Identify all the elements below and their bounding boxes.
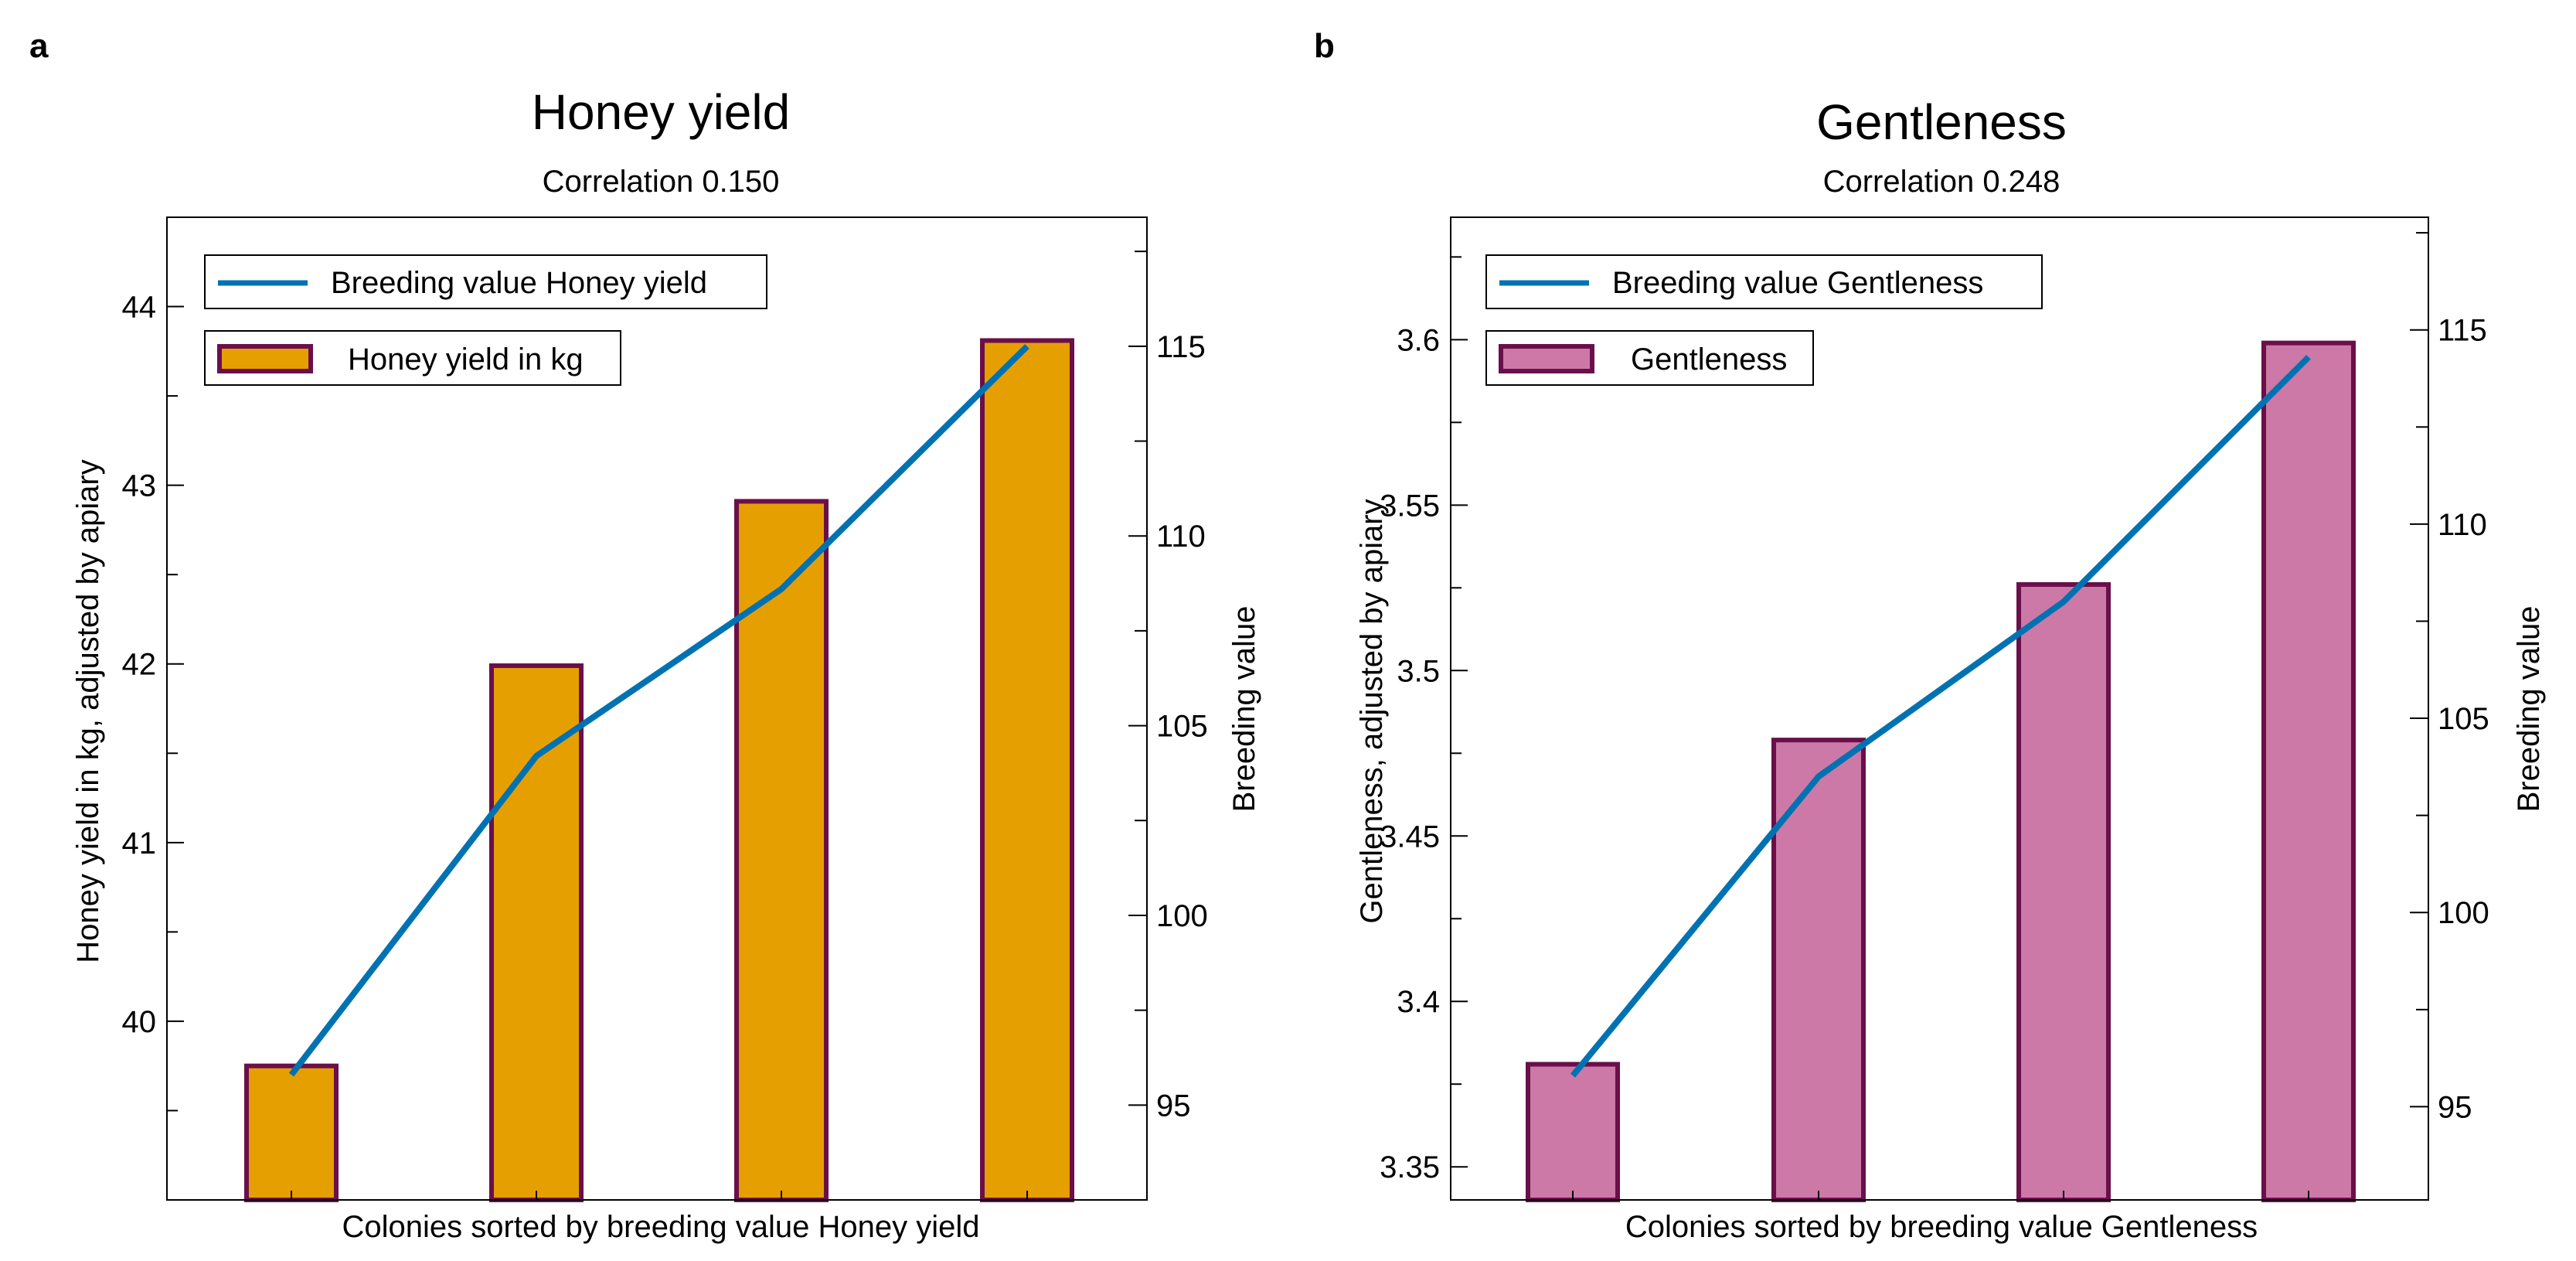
y2-tick-label: 105 bbox=[2438, 702, 2489, 736]
y-tick-label: 43 bbox=[122, 469, 157, 503]
y-tick-label: 3.4 bbox=[1397, 985, 1440, 1019]
chart-subtitle: Correlation 0.150 bbox=[543, 165, 780, 199]
y2-tick-label: 110 bbox=[1156, 520, 1206, 554]
y2-tick-label: 110 bbox=[2438, 508, 2487, 542]
y2-tick-label: 100 bbox=[2438, 896, 2489, 930]
y2-tick-label: 115 bbox=[2438, 314, 2487, 348]
plot-area: 3.35 3.4 3.45 3.5 3.55 3.6 95 100 105 110 115 bbox=[1380, 216, 2489, 1203]
plot-frame bbox=[1450, 216, 2429, 1201]
y-tick-label: 40 bbox=[122, 1005, 157, 1039]
legend-bar-label: Honey yield in kg bbox=[348, 343, 584, 377]
bar-2 bbox=[1771, 738, 1866, 1202]
y-axis-label: Honey yield in kg, adjusted by apiary bbox=[71, 459, 105, 963]
y2-axis-label: Breeding value bbox=[1227, 606, 1261, 813]
y2-tick-label: 105 bbox=[1156, 710, 1208, 744]
bar-1 bbox=[244, 1063, 339, 1202]
legend: Breeding value Gentleness Gentleness bbox=[1485, 254, 2043, 386]
legend-line-label: Breeding value Gentleness bbox=[1612, 266, 1983, 300]
panel-label: b bbox=[1314, 27, 1335, 65]
y2-tick-label: 95 bbox=[2438, 1090, 2472, 1124]
bar-3 bbox=[734, 499, 829, 1202]
breeding-value-line bbox=[1570, 355, 2311, 1078]
x-axis-label: Colonies sorted by breeding value Honey … bbox=[342, 1210, 980, 1244]
y2-tick-label: 115 bbox=[1156, 330, 1206, 364]
breeding-value-line bbox=[288, 344, 1029, 1077]
legend-bar-swatch bbox=[1499, 344, 1594, 373]
y-tick-label: 3.6 bbox=[1397, 323, 1440, 357]
bar-2 bbox=[489, 663, 584, 1202]
plot-frame bbox=[166, 216, 1148, 1201]
plot-area: 40 41 42 43 44 95 100 105 110 115 bbox=[122, 216, 1208, 1202]
y-tick-label: 42 bbox=[122, 648, 157, 682]
y2-axis-label: Breeding value bbox=[2512, 606, 2546, 813]
y-tick-label: 41 bbox=[122, 826, 157, 861]
legend-line-label: Breeding value Honey yield bbox=[331, 266, 707, 300]
bar-3 bbox=[2016, 582, 2111, 1202]
bar-1 bbox=[1526, 1062, 1620, 1203]
bar-4 bbox=[2261, 340, 2356, 1203]
legend-bar-label: Gentleness bbox=[1631, 343, 1787, 377]
bar-4 bbox=[980, 338, 1074, 1202]
y-axis-label: Gentleness, adjusted by apiary bbox=[1355, 499, 1389, 923]
panel-gentleness: b Gentleness Correlation 0.248 3.353.43.… bbox=[1314, 27, 2546, 1244]
panel-honey-yield: a Honey yield Correlation 0.150 40 41 42 43… bbox=[29, 27, 1261, 1244]
y2-tick-label: 95 bbox=[1156, 1089, 1191, 1123]
y-tick-label: 3.5 bbox=[1397, 654, 1440, 688]
y-tick-label: 3.45 bbox=[1380, 820, 1440, 854]
chart-title: Gentleness bbox=[1816, 94, 2067, 150]
chart-title: Honey yield bbox=[532, 84, 790, 140]
panel-label: a bbox=[29, 27, 49, 65]
chart-subtitle: Correlation 0.248 bbox=[1823, 165, 2060, 199]
y-tick-label: 44 bbox=[122, 291, 157, 325]
legend: Breeding value Honey yield Honey yield i… bbox=[204, 254, 767, 386]
x-axis-label: Colonies sorted by breeding value Gentle… bbox=[1625, 1210, 2258, 1244]
y2-tick-label: 100 bbox=[1156, 899, 1208, 933]
y-tick-label: 3.55 bbox=[1380, 489, 1440, 523]
legend-bar-swatch bbox=[217, 344, 313, 373]
y-tick-label: 3.35 bbox=[1380, 1150, 1440, 1184]
